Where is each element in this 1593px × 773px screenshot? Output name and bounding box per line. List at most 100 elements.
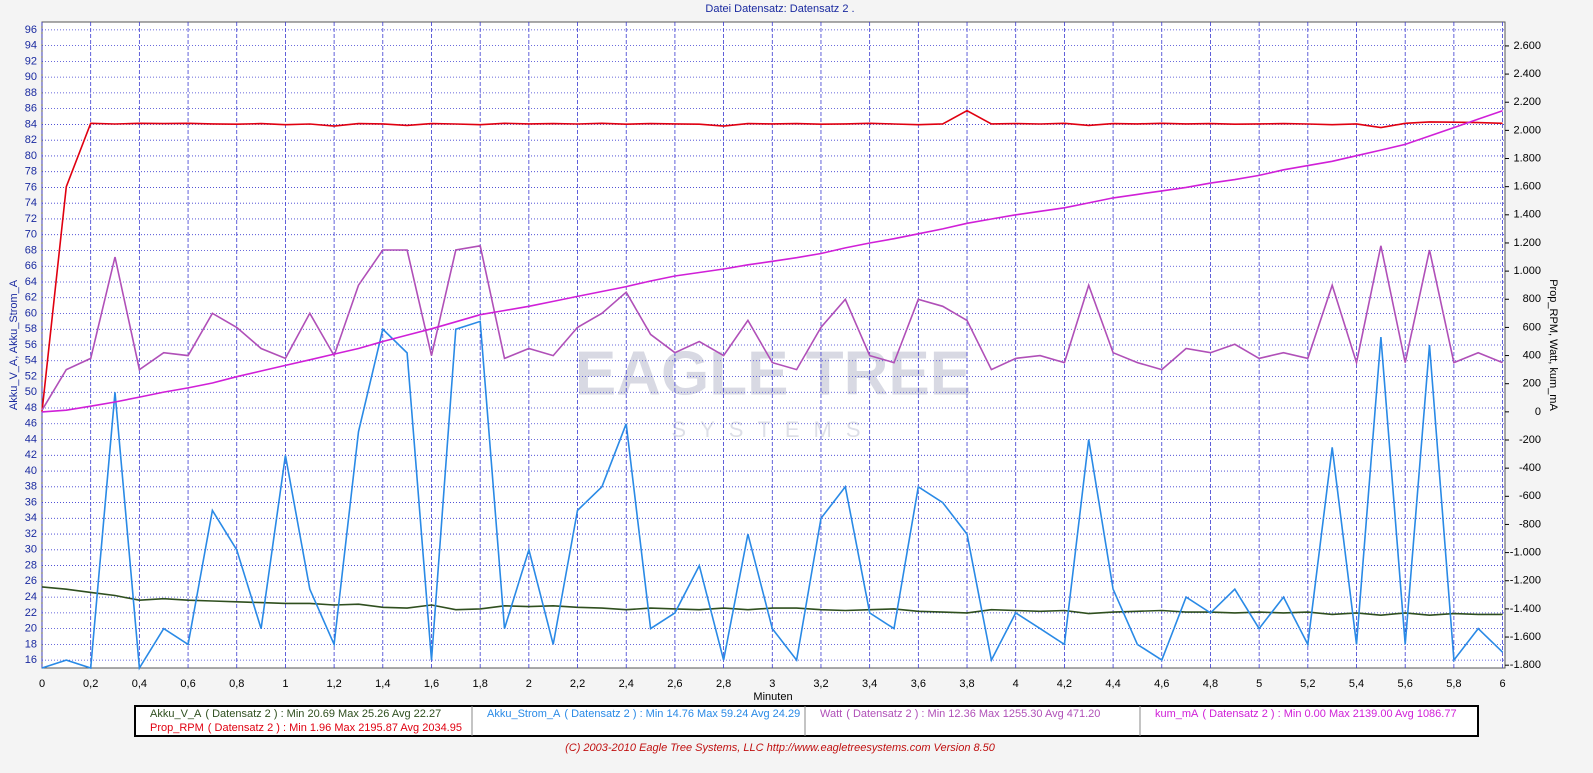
legend-entry: Prop_RPM ( Datensatz 2 ) : Min 1.96 Max 2…	[150, 722, 462, 734]
y-tick-label: 66	[25, 260, 37, 272]
y-tick-label: 26	[25, 575, 37, 587]
y2-tick-label: 2.600	[1513, 40, 1541, 52]
y-tick-label: 72	[25, 213, 37, 225]
y-tick-label: 56	[25, 339, 37, 351]
x-tick-label: 2,4	[619, 678, 634, 690]
x-tick-label: 3,6	[911, 678, 926, 690]
legend-detail: ( Datensatz 2 ) : Min 12.36 Max 1255.30 …	[846, 708, 1100, 720]
y-axis-label: Akku_V_A, Akku_Strom_A	[8, 279, 20, 410]
x-tick-label: 1	[282, 678, 288, 690]
y-tick-label: 70	[25, 229, 37, 241]
y-tick-label: 36	[25, 496, 37, 508]
y-tick-label: 74	[25, 197, 37, 209]
y-tick-label: 58	[25, 323, 37, 335]
y-tick-label: 88	[25, 87, 37, 99]
y-tick-label: 24	[25, 591, 37, 603]
legend	[134, 705, 1479, 737]
y-tick-label: 68	[25, 244, 37, 256]
x-tick-label: 2,8	[716, 678, 731, 690]
x-tick-label: 5,4	[1349, 678, 1364, 690]
x-axis-label: Minuten	[753, 691, 792, 703]
y-tick-label: 20	[25, 623, 37, 635]
y-tick-label: 46	[25, 418, 37, 430]
y-tick-label: 52	[25, 370, 37, 382]
x-tick-label: 5,8	[1446, 678, 1461, 690]
y-tick-label: 32	[25, 528, 37, 540]
x-tick-label: 2	[526, 678, 532, 690]
series-line	[41, 109, 1503, 412]
y2-tick-label: -200	[1519, 434, 1541, 446]
y2-tick-label: -1.800	[1510, 659, 1541, 671]
x-tick-label: 0	[39, 678, 45, 690]
y-tick-label: 64	[25, 276, 37, 288]
y2-tick-label: 200	[1523, 378, 1541, 390]
x-tick-label: 2,6	[667, 678, 682, 690]
y-tick-label: 44	[25, 433, 37, 445]
y-tick-label: 42	[25, 449, 37, 461]
y-tick-label: 40	[25, 465, 37, 477]
x-tick-label: 4	[1013, 678, 1019, 690]
x-tick-label: 5,2	[1300, 678, 1315, 690]
y-tick-label: 84	[25, 118, 37, 130]
y2-tick-label: 600	[1523, 321, 1541, 333]
legend-detail: ( Datensatz 2 ) : Min 1.96 Max 2195.87 A…	[208, 722, 462, 734]
y-tick-label: 90	[25, 71, 37, 83]
x-tick-label: 0,4	[132, 678, 147, 690]
x-tick-label: 5,6	[1398, 678, 1413, 690]
y-tick-label: 50	[25, 386, 37, 398]
y-tick-label: 92	[25, 55, 37, 67]
y2-tick-label: -1.200	[1510, 575, 1541, 587]
x-tick-label: 3,2	[813, 678, 828, 690]
legend-detail: ( Datensatz 2 ) : Min 14.76 Max 59.24 Av…	[564, 708, 800, 720]
x-tick-label: 5	[1256, 678, 1262, 690]
y2-tick-label: -1.400	[1510, 603, 1541, 615]
y2-axis-label: Prop_RPM, Watt, kum_mA	[1547, 279, 1559, 411]
y2-tick-label: 800	[1523, 293, 1541, 305]
y-tick-label: 28	[25, 559, 37, 571]
y-tick-label: 54	[25, 355, 37, 367]
y2-tick-label: 1.400	[1513, 209, 1541, 221]
watermark: EAGLE TREE	[575, 339, 971, 408]
legend-name: Watt	[820, 708, 842, 720]
x-tick-label: 1,4	[375, 678, 390, 690]
y2-tick-label: 2.400	[1513, 68, 1541, 80]
x-tick-label: 3,8	[959, 678, 974, 690]
legend-name: Prop_RPM	[150, 722, 204, 734]
y-tick-label: 16	[25, 654, 37, 666]
y-tick-label: 38	[25, 481, 37, 493]
y-tick-label: 48	[25, 402, 37, 414]
series-line	[41, 320, 1504, 671]
x-tick-label: 0,6	[180, 678, 195, 690]
y-tick-label: 30	[25, 544, 37, 556]
x-tick-label: 0,2	[83, 678, 98, 690]
y2-tick-label: 400	[1523, 349, 1541, 361]
y2-tick-label: 1.600	[1513, 181, 1541, 193]
y-tick-label: 78	[25, 166, 37, 178]
legend-entry: Akku_Strom_A( Datensatz 2 ) : Min 14.76 …	[487, 708, 800, 720]
footer: (C) 2003-2010 Eagle Tree Systems, LLC ht…	[565, 742, 996, 754]
x-tick-label: 3,4	[862, 678, 877, 690]
series-line	[41, 586, 1503, 617]
legend-entry: Watt ( Datensatz 2 ) : Min 12.36 Max 1255…	[820, 708, 1100, 720]
y2-tick-label: -800	[1519, 518, 1541, 530]
y-tick-label: 22	[25, 607, 37, 619]
y2-tick-label: -400	[1519, 462, 1541, 474]
y-tick-label: 86	[25, 103, 37, 115]
y2-tick-label: -1.000	[1510, 546, 1541, 558]
title: Datei Datensatz: Datensatz 2 .	[705, 3, 854, 15]
legend-name: Akku_Strom_A	[487, 708, 561, 720]
legend-entry: kum_mA( Datensatz 2 ) : Min 0.00 Max 213…	[1155, 708, 1457, 720]
x-tick-label: 4,8	[1203, 678, 1218, 690]
y-tick-label: 94	[25, 40, 37, 52]
y-tick-label: 18	[25, 638, 37, 650]
legend-entry: Akku_V_A( Datensatz 2 ) : Min 20.69 Max …	[150, 708, 441, 720]
y2-tick-label: 0	[1535, 406, 1541, 418]
legend-name: kum_mA	[1155, 708, 1199, 720]
y-tick-label: 62	[25, 292, 37, 304]
y-tick-label: 34	[25, 512, 37, 524]
x-tick-label: 2,2	[570, 678, 585, 690]
series-line	[41, 110, 1503, 413]
x-tick-label: 4,6	[1154, 678, 1169, 690]
